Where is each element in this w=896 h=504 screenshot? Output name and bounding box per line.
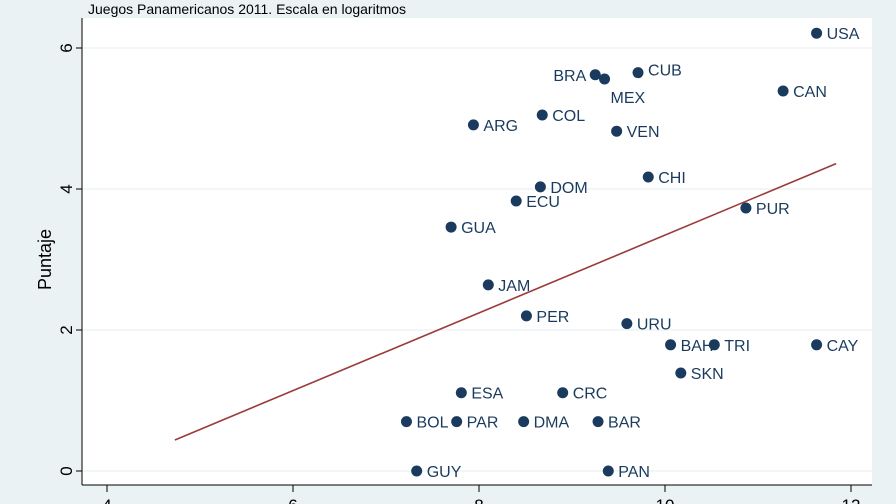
point-label-gua: GUA: [461, 220, 496, 237]
plot-area: [82, 18, 872, 485]
point-label-ecu: ECU: [526, 194, 560, 211]
data-point-pur: [740, 202, 752, 214]
data-point-bra: [589, 69, 601, 81]
data-point-per: [520, 310, 532, 322]
x-tick-label: 4: [102, 496, 111, 504]
data-point-usa: [811, 27, 823, 39]
point-label-bol: BOL: [416, 415, 448, 432]
fit-line: [174, 162, 837, 441]
point-label-bah: BAH: [681, 338, 714, 355]
data-point-skn: [675, 367, 687, 379]
data-point-bar: [592, 416, 604, 428]
data-point-gua: [445, 221, 457, 233]
point-label-dom: DOM: [550, 180, 587, 197]
data-point-bah: [665, 339, 677, 351]
point-label-arg: ARG: [483, 118, 518, 135]
point-label-can: CAN: [793, 84, 827, 101]
data-point-ecu: [510, 195, 522, 207]
point-label-dma: DMA: [534, 415, 570, 432]
data-point-mex: [599, 73, 611, 85]
data-point-jam: [482, 279, 494, 291]
data-point-cay: [811, 339, 823, 351]
point-label-bar: BAR: [608, 415, 641, 432]
point-label-tri: TRI: [724, 338, 750, 355]
point-label-cay: CAY: [827, 338, 859, 355]
point-label-crc: CRC: [573, 386, 608, 403]
point-label-pur: PUR: [756, 201, 790, 218]
data-point-tri: [708, 339, 720, 351]
data-point-arg: [467, 119, 479, 131]
y-tick-label: 6: [57, 43, 76, 52]
data-point-crc: [557, 387, 569, 399]
data-point-ven: [611, 125, 623, 137]
point-label-uru: URU: [637, 317, 672, 334]
point-label-esa: ESA: [471, 386, 503, 403]
data-point-pan: [602, 465, 614, 477]
x-tick-label: 8: [474, 496, 483, 504]
point-label-mex: MEX: [611, 90, 646, 107]
chart-title: Juegos Panamericanos 2011. Escala en log…: [88, 1, 407, 17]
point-label-usa: USA: [827, 26, 860, 43]
data-point-col: [536, 109, 548, 121]
data-point-dma: [518, 416, 530, 428]
point-label-per: PER: [536, 309, 569, 326]
point-label-ven: VEN: [627, 124, 660, 141]
point-label-pan: PAN: [618, 464, 650, 481]
data-point-par: [451, 416, 463, 428]
y-tick-label: 0: [57, 466, 76, 475]
x-tick-label: 10: [656, 496, 675, 504]
data-point-bol: [400, 416, 412, 428]
y-axis-label: Puntaje: [35, 229, 55, 290]
data-point-dom: [534, 181, 546, 193]
data-point-guy: [411, 465, 423, 477]
y-tick-label: 2: [57, 325, 76, 334]
x-tick-label: 12: [842, 496, 861, 504]
point-label-bra: BRA: [553, 68, 586, 85]
y-tick-label: 4: [57, 184, 76, 193]
point-label-col: COL: [552, 108, 585, 125]
point-label-jam: JAM: [498, 278, 530, 295]
point-label-guy: GUY: [427, 464, 462, 481]
point-label-skn: SKN: [691, 366, 724, 383]
data-point-can: [777, 85, 789, 97]
point-label-cub: CUB: [648, 63, 682, 80]
data-point-cub: [632, 67, 644, 79]
point-label-par: PAR: [467, 415, 499, 432]
point-label-chi: CHI: [658, 170, 686, 187]
data-point-esa: [455, 387, 467, 399]
data-point-uru: [621, 318, 633, 330]
x-tick-label: 6: [288, 496, 297, 504]
data-point-chi: [642, 171, 654, 183]
